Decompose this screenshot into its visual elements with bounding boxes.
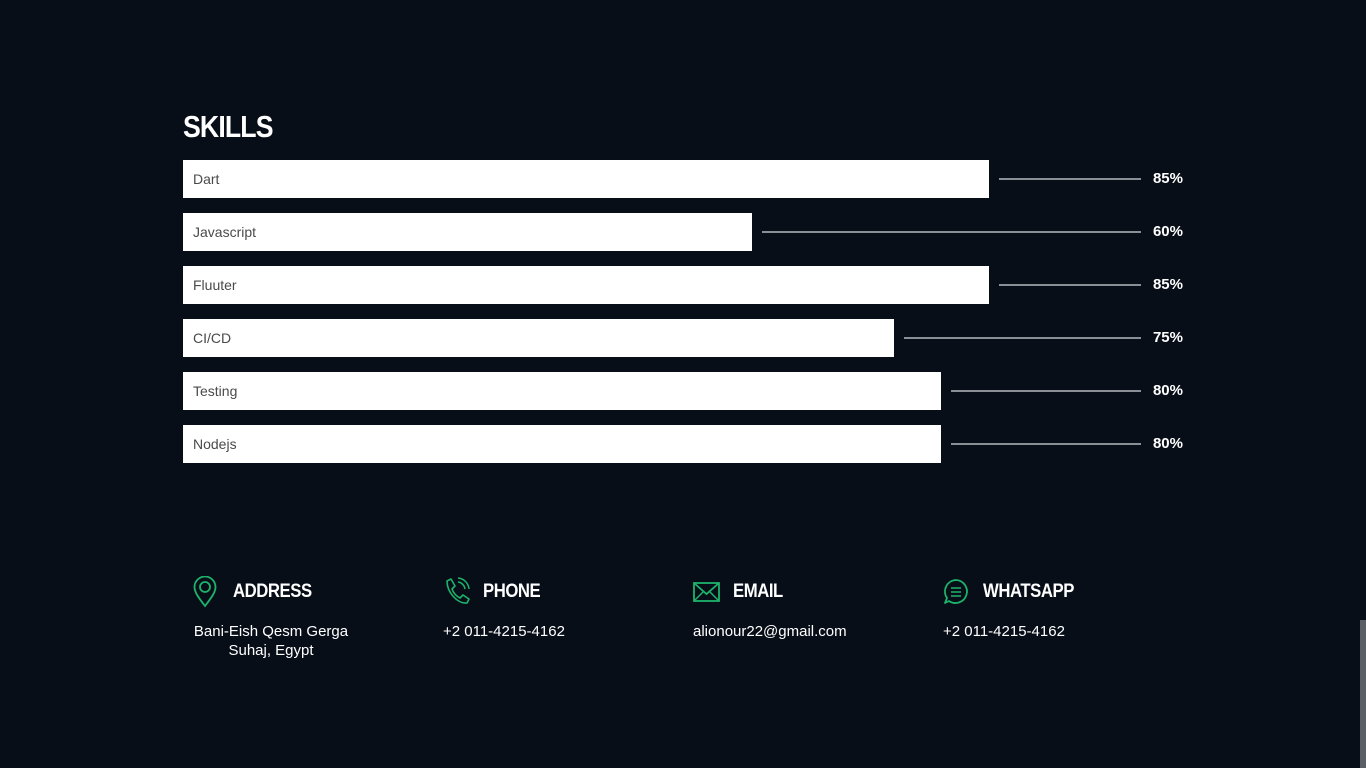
chat-icon	[944, 579, 968, 604]
skill-row: CI/CD 75%	[183, 319, 1183, 357]
contact-title: EMAIL	[733, 581, 783, 602]
skill-bar: CI/CD	[183, 319, 894, 357]
contact-address: ADDRESS Bani-Eish Qesm Gerga Suhaj, Egyp…	[193, 576, 433, 659]
skill-row: Testing 80%	[183, 372, 1183, 410]
address-value: Bani-Eish Qesm Gerga Suhaj, Egypt	[193, 622, 349, 660]
skill-row: Dart 85%	[183, 160, 1183, 198]
skill-row: Javascript 60%	[183, 213, 1183, 251]
skill-name: Nodejs	[193, 436, 237, 452]
contact-section: ADDRESS Bani-Eish Qesm Gerga Suhaj, Egyp…	[193, 576, 1193, 676]
skill-percent: 85%	[1152, 170, 1183, 187]
skill-row: Nodejs 80%	[183, 425, 1183, 463]
skill-percent: 80%	[1152, 435, 1183, 452]
skill-bar: Javascript	[183, 213, 752, 251]
contact-title: ADDRESS	[233, 581, 312, 602]
contact-title: WHATSAPP	[983, 581, 1074, 602]
skills-title: SKILLS	[183, 109, 274, 144]
skill-name: Testing	[193, 383, 238, 399]
skill-name: Fluuter	[193, 277, 237, 293]
scrollbar-thumb[interactable]	[1360, 620, 1366, 768]
location-pin-icon	[193, 576, 217, 608]
address-line-1: Bani-Eish Qesm Gerga	[193, 623, 349, 640]
contact-header: EMAIL	[693, 576, 933, 608]
skill-percent: 85%	[1152, 276, 1183, 293]
skill-percent: 75%	[1152, 329, 1183, 346]
skill-row: Fluuter 85%	[183, 266, 1183, 304]
contact-title: PHONE	[483, 581, 541, 602]
skill-track-line	[904, 337, 1141, 339]
contact-header: WHATSAPP	[943, 576, 1183, 608]
skill-bar: Dart	[183, 160, 989, 198]
skill-percent: 60%	[1152, 223, 1183, 240]
skills-list: Dart 85% Javascript 60% Fluuter 85% CI/C…	[183, 160, 1183, 478]
contact-whatsapp: WHATSAPP +2 011-4215-4162	[943, 576, 1183, 640]
contact-header: ADDRESS	[193, 576, 433, 608]
skill-track-line	[762, 231, 1141, 233]
mail-icon	[693, 582, 720, 602]
skill-track-line	[951, 443, 1141, 445]
skill-bar: Nodejs	[183, 425, 941, 463]
skill-track-line	[951, 390, 1141, 392]
skill-percent: 80%	[1152, 382, 1183, 399]
contact-header: PHONE	[443, 576, 683, 608]
contact-email: EMAIL alionour22@gmail.com	[693, 576, 933, 640]
skill-bar: Fluuter	[183, 266, 989, 304]
address-line-2: Suhaj, Egypt	[228, 642, 314, 659]
skill-name: Dart	[193, 171, 220, 187]
phone-icon	[446, 577, 470, 604]
skill-track-line	[999, 178, 1141, 180]
phone-value[interactable]: +2 011-4215-4162	[443, 623, 565, 640]
skill-track-line	[999, 284, 1141, 286]
skill-name: CI/CD	[193, 330, 232, 346]
whatsapp-value[interactable]: +2 011-4215-4162	[943, 623, 1065, 640]
skill-name: Javascript	[193, 224, 257, 240]
email-value[interactable]: alionour22@gmail.com	[693, 623, 847, 640]
contact-phone: PHONE +2 011-4215-4162	[443, 576, 683, 640]
skill-bar: Testing	[183, 372, 941, 410]
